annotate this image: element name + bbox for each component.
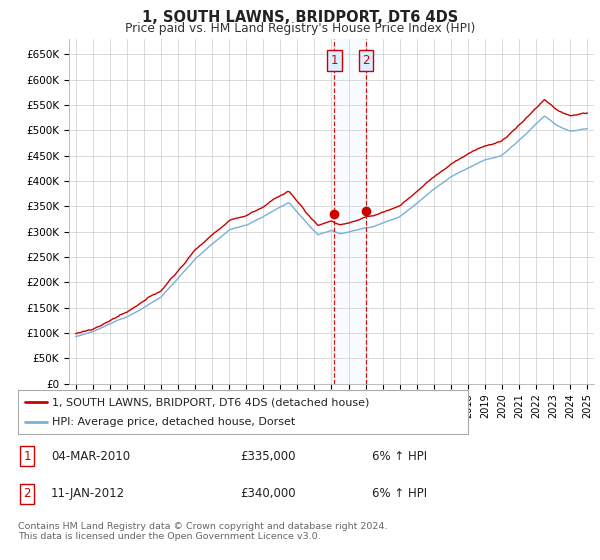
Text: £335,000: £335,000 (240, 450, 296, 463)
Text: Contains HM Land Registry data © Crown copyright and database right 2024.
This d: Contains HM Land Registry data © Crown c… (18, 522, 388, 542)
Text: 04-MAR-2010: 04-MAR-2010 (51, 450, 130, 463)
Text: 6% ↑ HPI: 6% ↑ HPI (372, 450, 427, 463)
Text: 1: 1 (331, 54, 338, 67)
Text: 2: 2 (23, 487, 31, 501)
Text: Price paid vs. HM Land Registry's House Price Index (HPI): Price paid vs. HM Land Registry's House … (125, 22, 475, 35)
Text: 1: 1 (23, 450, 31, 463)
Text: 6% ↑ HPI: 6% ↑ HPI (372, 487, 427, 501)
Text: 11-JAN-2012: 11-JAN-2012 (51, 487, 125, 501)
Bar (334, 39, 366, 384)
Text: £340,000: £340,000 (240, 487, 296, 501)
Text: 2: 2 (362, 54, 370, 67)
Text: HPI: Average price, detached house, Dorset: HPI: Average price, detached house, Dors… (52, 417, 295, 427)
Text: 1, SOUTH LAWNS, BRIDPORT, DT6 4DS: 1, SOUTH LAWNS, BRIDPORT, DT6 4DS (142, 10, 458, 25)
Text: 1, SOUTH LAWNS, BRIDPORT, DT6 4DS (detached house): 1, SOUTH LAWNS, BRIDPORT, DT6 4DS (detac… (52, 397, 369, 407)
